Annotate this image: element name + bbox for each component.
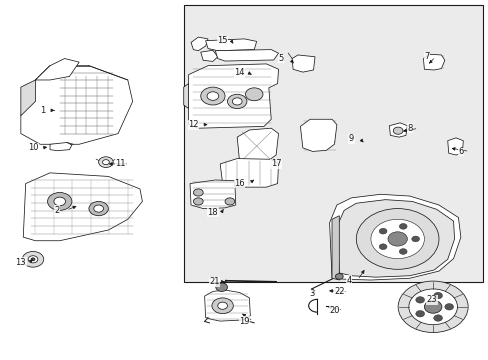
Polygon shape xyxy=(423,54,444,70)
Circle shape xyxy=(47,193,72,210)
Circle shape xyxy=(444,303,453,310)
Text: 8: 8 xyxy=(407,124,412,133)
Polygon shape xyxy=(336,200,454,277)
Circle shape xyxy=(245,88,263,101)
Circle shape xyxy=(31,258,35,261)
Polygon shape xyxy=(237,128,278,164)
Circle shape xyxy=(378,244,386,249)
Text: 23: 23 xyxy=(426,295,437,304)
Circle shape xyxy=(392,127,402,134)
Polygon shape xyxy=(183,84,188,109)
Circle shape xyxy=(89,202,108,216)
Circle shape xyxy=(399,249,407,255)
Text: 18: 18 xyxy=(207,208,218,217)
Circle shape xyxy=(433,315,442,321)
Circle shape xyxy=(211,298,233,314)
Bar xyxy=(183,5,482,282)
Circle shape xyxy=(399,224,407,229)
Circle shape xyxy=(378,228,386,234)
Polygon shape xyxy=(21,66,132,144)
Circle shape xyxy=(215,283,227,292)
Circle shape xyxy=(415,297,424,303)
Circle shape xyxy=(356,208,438,269)
Polygon shape xyxy=(23,173,142,241)
Circle shape xyxy=(99,157,113,167)
Circle shape xyxy=(433,292,442,299)
Polygon shape xyxy=(447,138,462,155)
Text: 6: 6 xyxy=(457,147,463,156)
Polygon shape xyxy=(205,39,256,51)
Text: 1: 1 xyxy=(40,106,45,115)
Polygon shape xyxy=(21,80,35,116)
Text: 15: 15 xyxy=(217,36,227,45)
Circle shape xyxy=(193,198,203,205)
Circle shape xyxy=(54,197,65,206)
Polygon shape xyxy=(204,290,250,321)
Circle shape xyxy=(193,189,203,196)
Text: 11: 11 xyxy=(115,159,125,168)
Polygon shape xyxy=(220,158,278,187)
Polygon shape xyxy=(329,194,460,280)
Text: 4: 4 xyxy=(346,275,351,284)
Text: 3: 3 xyxy=(308,289,314,298)
Text: 17: 17 xyxy=(270,159,281,168)
Circle shape xyxy=(415,311,424,317)
Circle shape xyxy=(201,87,224,105)
Circle shape xyxy=(370,219,424,258)
Polygon shape xyxy=(50,143,72,151)
Text: 16: 16 xyxy=(234,179,244,188)
Text: 21: 21 xyxy=(209,277,219,286)
Text: 12: 12 xyxy=(188,120,198,129)
Text: 20: 20 xyxy=(328,306,339,315)
Polygon shape xyxy=(291,55,314,72)
Circle shape xyxy=(224,198,234,205)
Circle shape xyxy=(387,232,407,246)
Polygon shape xyxy=(201,50,217,62)
Circle shape xyxy=(102,159,109,165)
Circle shape xyxy=(22,251,43,267)
Circle shape xyxy=(411,236,419,242)
Text: 9: 9 xyxy=(348,134,353,143)
Circle shape xyxy=(397,281,467,333)
Text: 5: 5 xyxy=(278,54,283,63)
Text: 19: 19 xyxy=(239,316,249,325)
Text: 22: 22 xyxy=(333,287,344,296)
Polygon shape xyxy=(188,64,278,128)
Circle shape xyxy=(94,205,103,212)
Circle shape xyxy=(335,274,343,279)
Circle shape xyxy=(232,98,242,105)
Circle shape xyxy=(217,302,227,309)
Circle shape xyxy=(227,94,246,109)
Polygon shape xyxy=(191,37,207,51)
Text: 13: 13 xyxy=(16,258,26,267)
Text: 7: 7 xyxy=(423,52,428,61)
Text: 14: 14 xyxy=(234,68,244,77)
Polygon shape xyxy=(190,180,235,208)
Text: 10: 10 xyxy=(28,143,38,152)
Polygon shape xyxy=(300,119,336,152)
Polygon shape xyxy=(331,216,339,280)
Polygon shape xyxy=(388,123,407,137)
Circle shape xyxy=(206,92,218,100)
Text: 2: 2 xyxy=(55,206,60,215)
Polygon shape xyxy=(35,59,79,80)
Circle shape xyxy=(408,289,457,325)
Circle shape xyxy=(28,256,38,263)
Polygon shape xyxy=(215,50,278,61)
Circle shape xyxy=(424,300,441,313)
